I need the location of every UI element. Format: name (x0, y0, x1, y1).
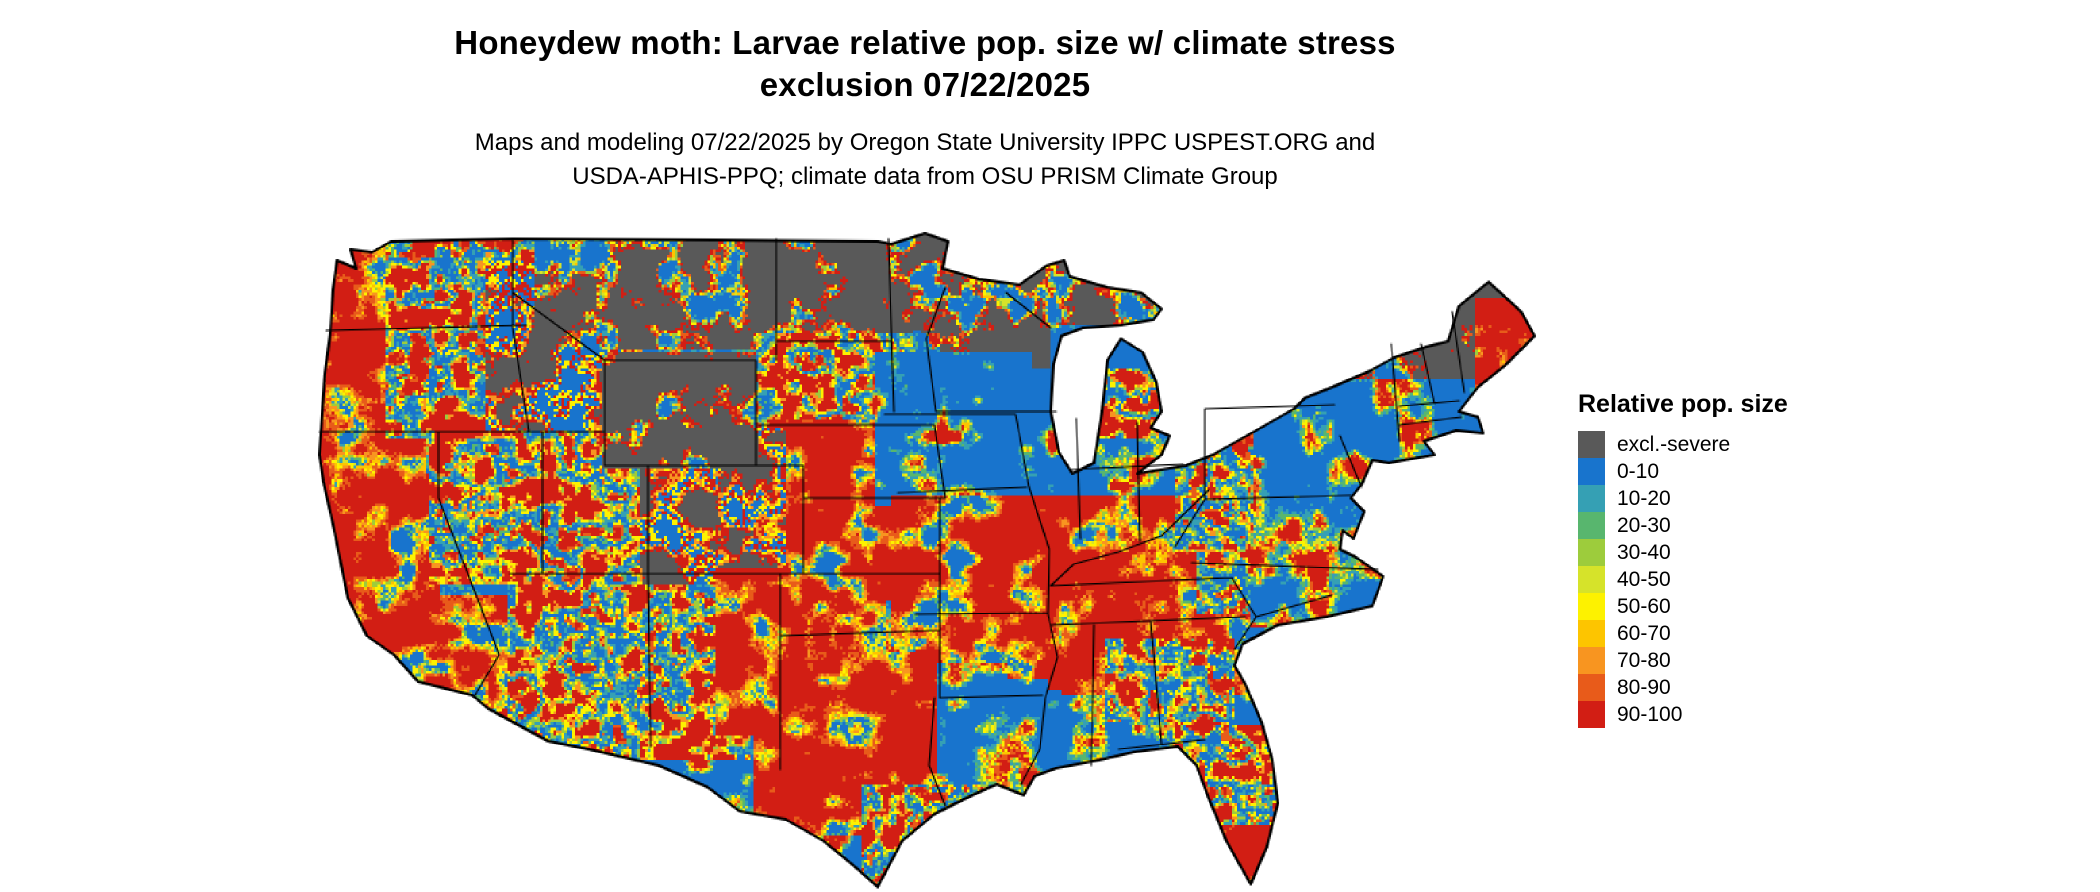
map-title-line2: exclusion 07/22/2025 (759, 66, 1091, 103)
legend-row: 30-40 (1578, 539, 1878, 566)
legend-row: 80-90 (1578, 674, 1878, 701)
legend-label: excl.-severe (1617, 433, 1731, 456)
legend-row: 0-10 (1578, 458, 1878, 485)
legend-label: 40-50 (1617, 568, 1671, 591)
map-legend: Relative pop. size excl.-severe 0-10 10-20… (1578, 390, 1878, 728)
map-subtitle-line2: USDA-APHIS-PPQ; climate data from OSU PR… (572, 163, 1278, 190)
legend-swatch (1578, 566, 1605, 593)
map-subtitle: Maps and modeling 07/22/2025 by Oregon S… (310, 126, 1540, 194)
legend-label: 20-30 (1617, 514, 1671, 537)
us-map (310, 209, 1540, 891)
map-title: Honeydew moth: Larvae relative pop. size… (310, 22, 1540, 106)
legend-swatch (1578, 701, 1605, 728)
map-title-line1: Honeydew moth: Larvae relative pop. size… (454, 24, 1396, 61)
legend-label: 90-100 (1617, 703, 1683, 726)
legend-label: 50-60 (1617, 595, 1671, 618)
legend-swatch (1578, 620, 1605, 647)
legend-row: excl.-severe (1578, 431, 1878, 458)
header-block: Honeydew moth: Larvae relative pop. size… (310, 22, 1540, 194)
legend-label: 10-20 (1617, 487, 1671, 510)
legend-swatch (1578, 431, 1605, 458)
legend-row: 90-100 (1578, 701, 1878, 728)
legend-row: 70-80 (1578, 647, 1878, 674)
legend-swatch (1578, 512, 1605, 539)
legend-label: 0-10 (1617, 460, 1660, 483)
legend-swatch (1578, 647, 1605, 674)
legend-label: 60-70 (1617, 622, 1671, 645)
legend-title: Relative pop. size (1578, 390, 1788, 418)
legend-swatch (1578, 539, 1605, 566)
us-map-canvas (310, 209, 1540, 891)
legend-row: 10-20 (1578, 485, 1878, 512)
legend-rows: excl.-severe 0-10 10-20 20-30 30-40 40-50 50-6… (1578, 431, 1878, 728)
legend-row: 50-60 (1578, 593, 1878, 620)
legend-label: 80-90 (1617, 676, 1671, 699)
legend-row: 40-50 (1578, 566, 1878, 593)
legend-swatch (1578, 485, 1605, 512)
map-subtitle-line1: Maps and modeling 07/22/2025 by Oregon S… (474, 129, 1376, 156)
legend-row: 60-70 (1578, 620, 1878, 647)
legend-row: 20-30 (1578, 512, 1878, 539)
legend-label: 30-40 (1617, 541, 1671, 564)
legend-label: 70-80 (1617, 649, 1671, 672)
legend-swatch (1578, 458, 1605, 485)
legend-swatch (1578, 674, 1605, 701)
legend-swatch (1578, 593, 1605, 620)
